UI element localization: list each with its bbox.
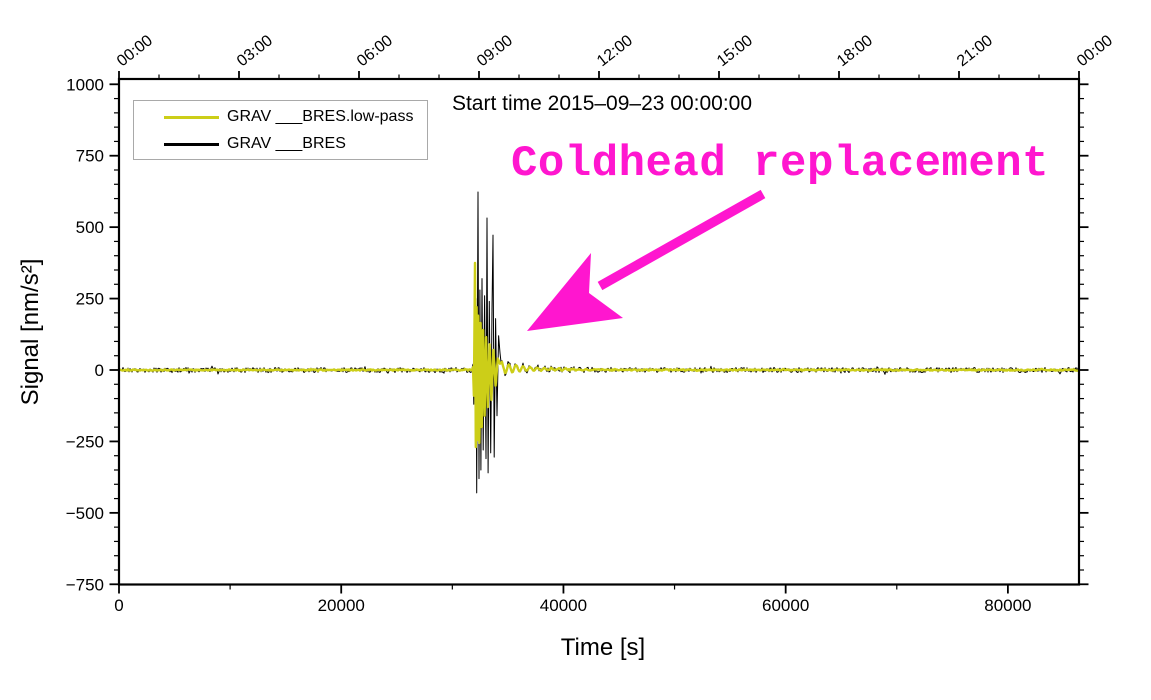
x-tick-label: 0: [114, 596, 123, 615]
legend-line-sample-raw: [164, 143, 219, 146]
y-tick-label: 750: [76, 147, 104, 166]
x-tick-label: 20000: [318, 596, 365, 615]
signal-traces: [118, 191, 1080, 494]
top-tick-label: 03:00: [234, 32, 276, 70]
legend-label-raw: GRAV ___BRES: [227, 135, 346, 152]
arrow-head: [527, 253, 623, 331]
legend-line-sample-lowpass: [164, 116, 219, 119]
y-tick-label: 500: [76, 218, 104, 237]
top-tick-label: 00:00: [1074, 32, 1116, 70]
y-tick-label: −750: [66, 575, 104, 594]
trace-raw: [118, 191, 1080, 494]
x-axis-title: Time [s]: [560, 634, 646, 661]
x-axis-top: 00:00 03:00 06:00 09:00 12:00 15:00 18:00 21:00…: [114, 32, 1116, 79]
y-tick-label: 1000: [66, 75, 104, 94]
trace-lowpass: [118, 261, 1080, 449]
legend-label-lowpass: GRAV ___BRES.low-pass: [227, 108, 414, 125]
top-tick-label: 06:00: [354, 32, 396, 70]
event-annotation-text: Coldhead replacement: [511, 139, 1050, 189]
top-tick-label: 09:00: [474, 32, 516, 70]
y-axis-title: Signal [nm/s²]: [17, 258, 44, 406]
y-tick-label: −500: [66, 504, 104, 523]
x-tick-label: 60000: [762, 596, 809, 615]
y-tick-label: 0: [95, 361, 104, 380]
y-axis-left: 1000 750 500 250 0 −250 −500 −750: [66, 75, 119, 594]
top-tick-label: 21:00: [954, 32, 996, 70]
top-tick-label: 18:00: [834, 32, 876, 70]
top-tick-label: 15:00: [714, 32, 756, 70]
x-tick-label: 40000: [540, 596, 587, 615]
x-tick-label: 80000: [984, 596, 1031, 615]
top-tick-label: 00:00: [114, 32, 156, 70]
x-axis-bottom: 0 20000 40000 60000 80000: [114, 584, 1032, 615]
y-axis-right: [1079, 83, 1089, 586]
annotation-arrow: [527, 189, 766, 331]
top-tick-label: 12:00: [594, 32, 636, 70]
y-tick-label: −250: [66, 432, 104, 451]
legend: GRAV ___BRES.low-pass GRAV ___BRES: [133, 100, 428, 160]
plot-title: Start time 2015–09–23 00:00:00: [451, 92, 753, 115]
y-tick-label: 250: [76, 290, 104, 309]
arrow-shaft: [597, 189, 766, 291]
